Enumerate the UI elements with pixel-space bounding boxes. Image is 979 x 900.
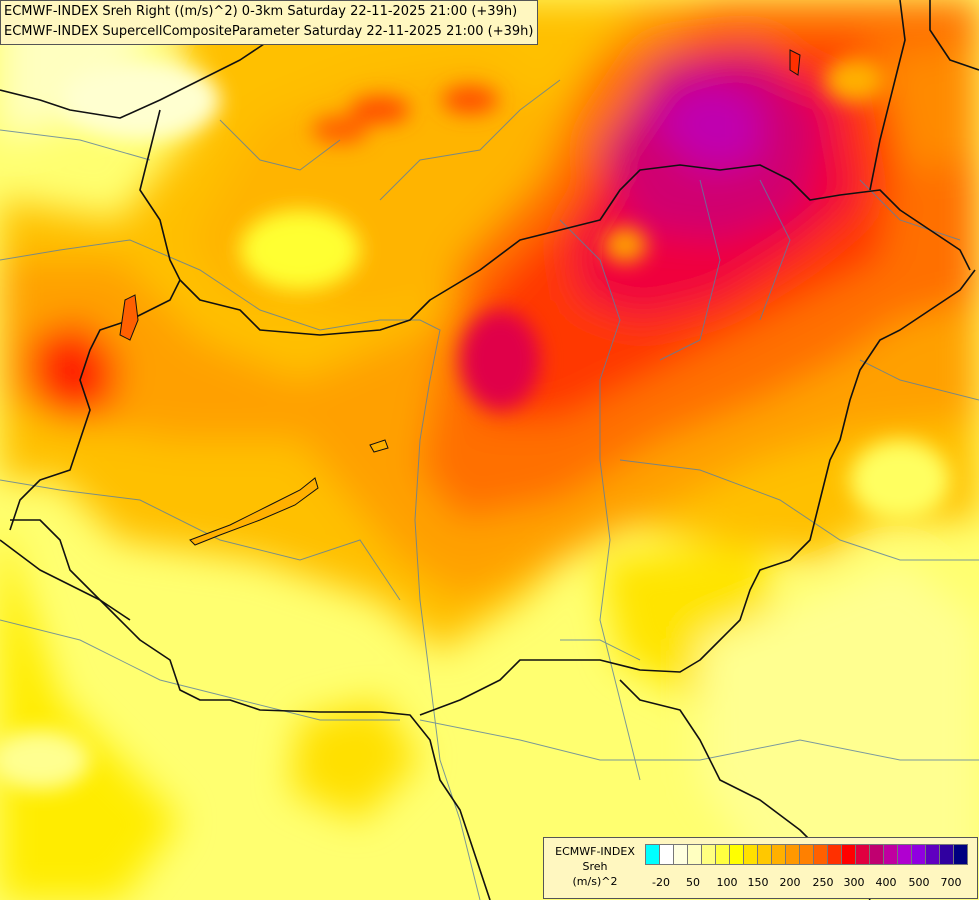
legend-swatch	[897, 844, 912, 865]
title-line-1: ECMWF-INDEX Sreh Right ((m/s)^2) 0-3km S…	[4, 4, 518, 19]
legend-swatch	[729, 844, 744, 865]
color-legend: ECMWF-INDEX Sreh (m/s)^2 -20 50 100 150 200 2…	[543, 837, 978, 899]
legend-unit: (m/s)^2	[572, 875, 618, 888]
legend-tick-label: 250	[812, 876, 834, 889]
legend-tick-label: 500	[908, 876, 930, 889]
legend-tick-label: 100	[716, 876, 738, 889]
sreh-field-detail	[0, 58, 950, 790]
legend-tick-label: 150	[747, 876, 769, 889]
legend-tick-label: 700	[940, 876, 962, 889]
legend-swatch	[771, 844, 786, 865]
legend-swatch	[939, 844, 954, 865]
legend-source: ECMWF-INDEX	[555, 845, 635, 858]
legend-tick-label: 200	[779, 876, 801, 889]
legend-swatch	[883, 844, 898, 865]
legend-swatch	[757, 844, 772, 865]
legend-tick-label: 400	[875, 876, 897, 889]
legend-variable: Sreh	[582, 860, 608, 873]
legend-swatch	[701, 844, 716, 865]
legend-tick-label: -20	[652, 876, 670, 889]
legend-swatch	[645, 844, 660, 865]
legend-swatch	[855, 844, 870, 865]
legend-swatch	[953, 844, 968, 865]
legend-swatch	[925, 844, 940, 865]
legend-swatch	[673, 844, 688, 865]
legend-swatch	[813, 844, 828, 865]
legend-tick-label: 300	[843, 876, 865, 889]
legend-swatch	[659, 844, 674, 865]
legend-swatch	[785, 844, 800, 865]
lakes	[119, 49, 801, 546]
legend-swatch	[911, 844, 926, 865]
title-line-2: ECMWF-INDEX SupercellCompositeParameter …	[4, 24, 534, 39]
legend-swatch	[715, 844, 730, 865]
legend-tick-label: 50	[686, 876, 700, 889]
legend-swatch	[743, 844, 758, 865]
legend-title: ECMWF-INDEX Sreh (m/s)^2	[544, 844, 646, 889]
legend-swatch	[869, 844, 884, 865]
rivers	[0, 79, 979, 900]
map-title-box: ECMWF-INDEX Sreh Right ((m/s)^2) 0-3km S…	[0, 0, 539, 45]
legend-swatch	[687, 844, 702, 865]
legend-swatch	[799, 844, 814, 865]
legend-swatch	[841, 844, 856, 865]
legend-swatch	[827, 844, 842, 865]
